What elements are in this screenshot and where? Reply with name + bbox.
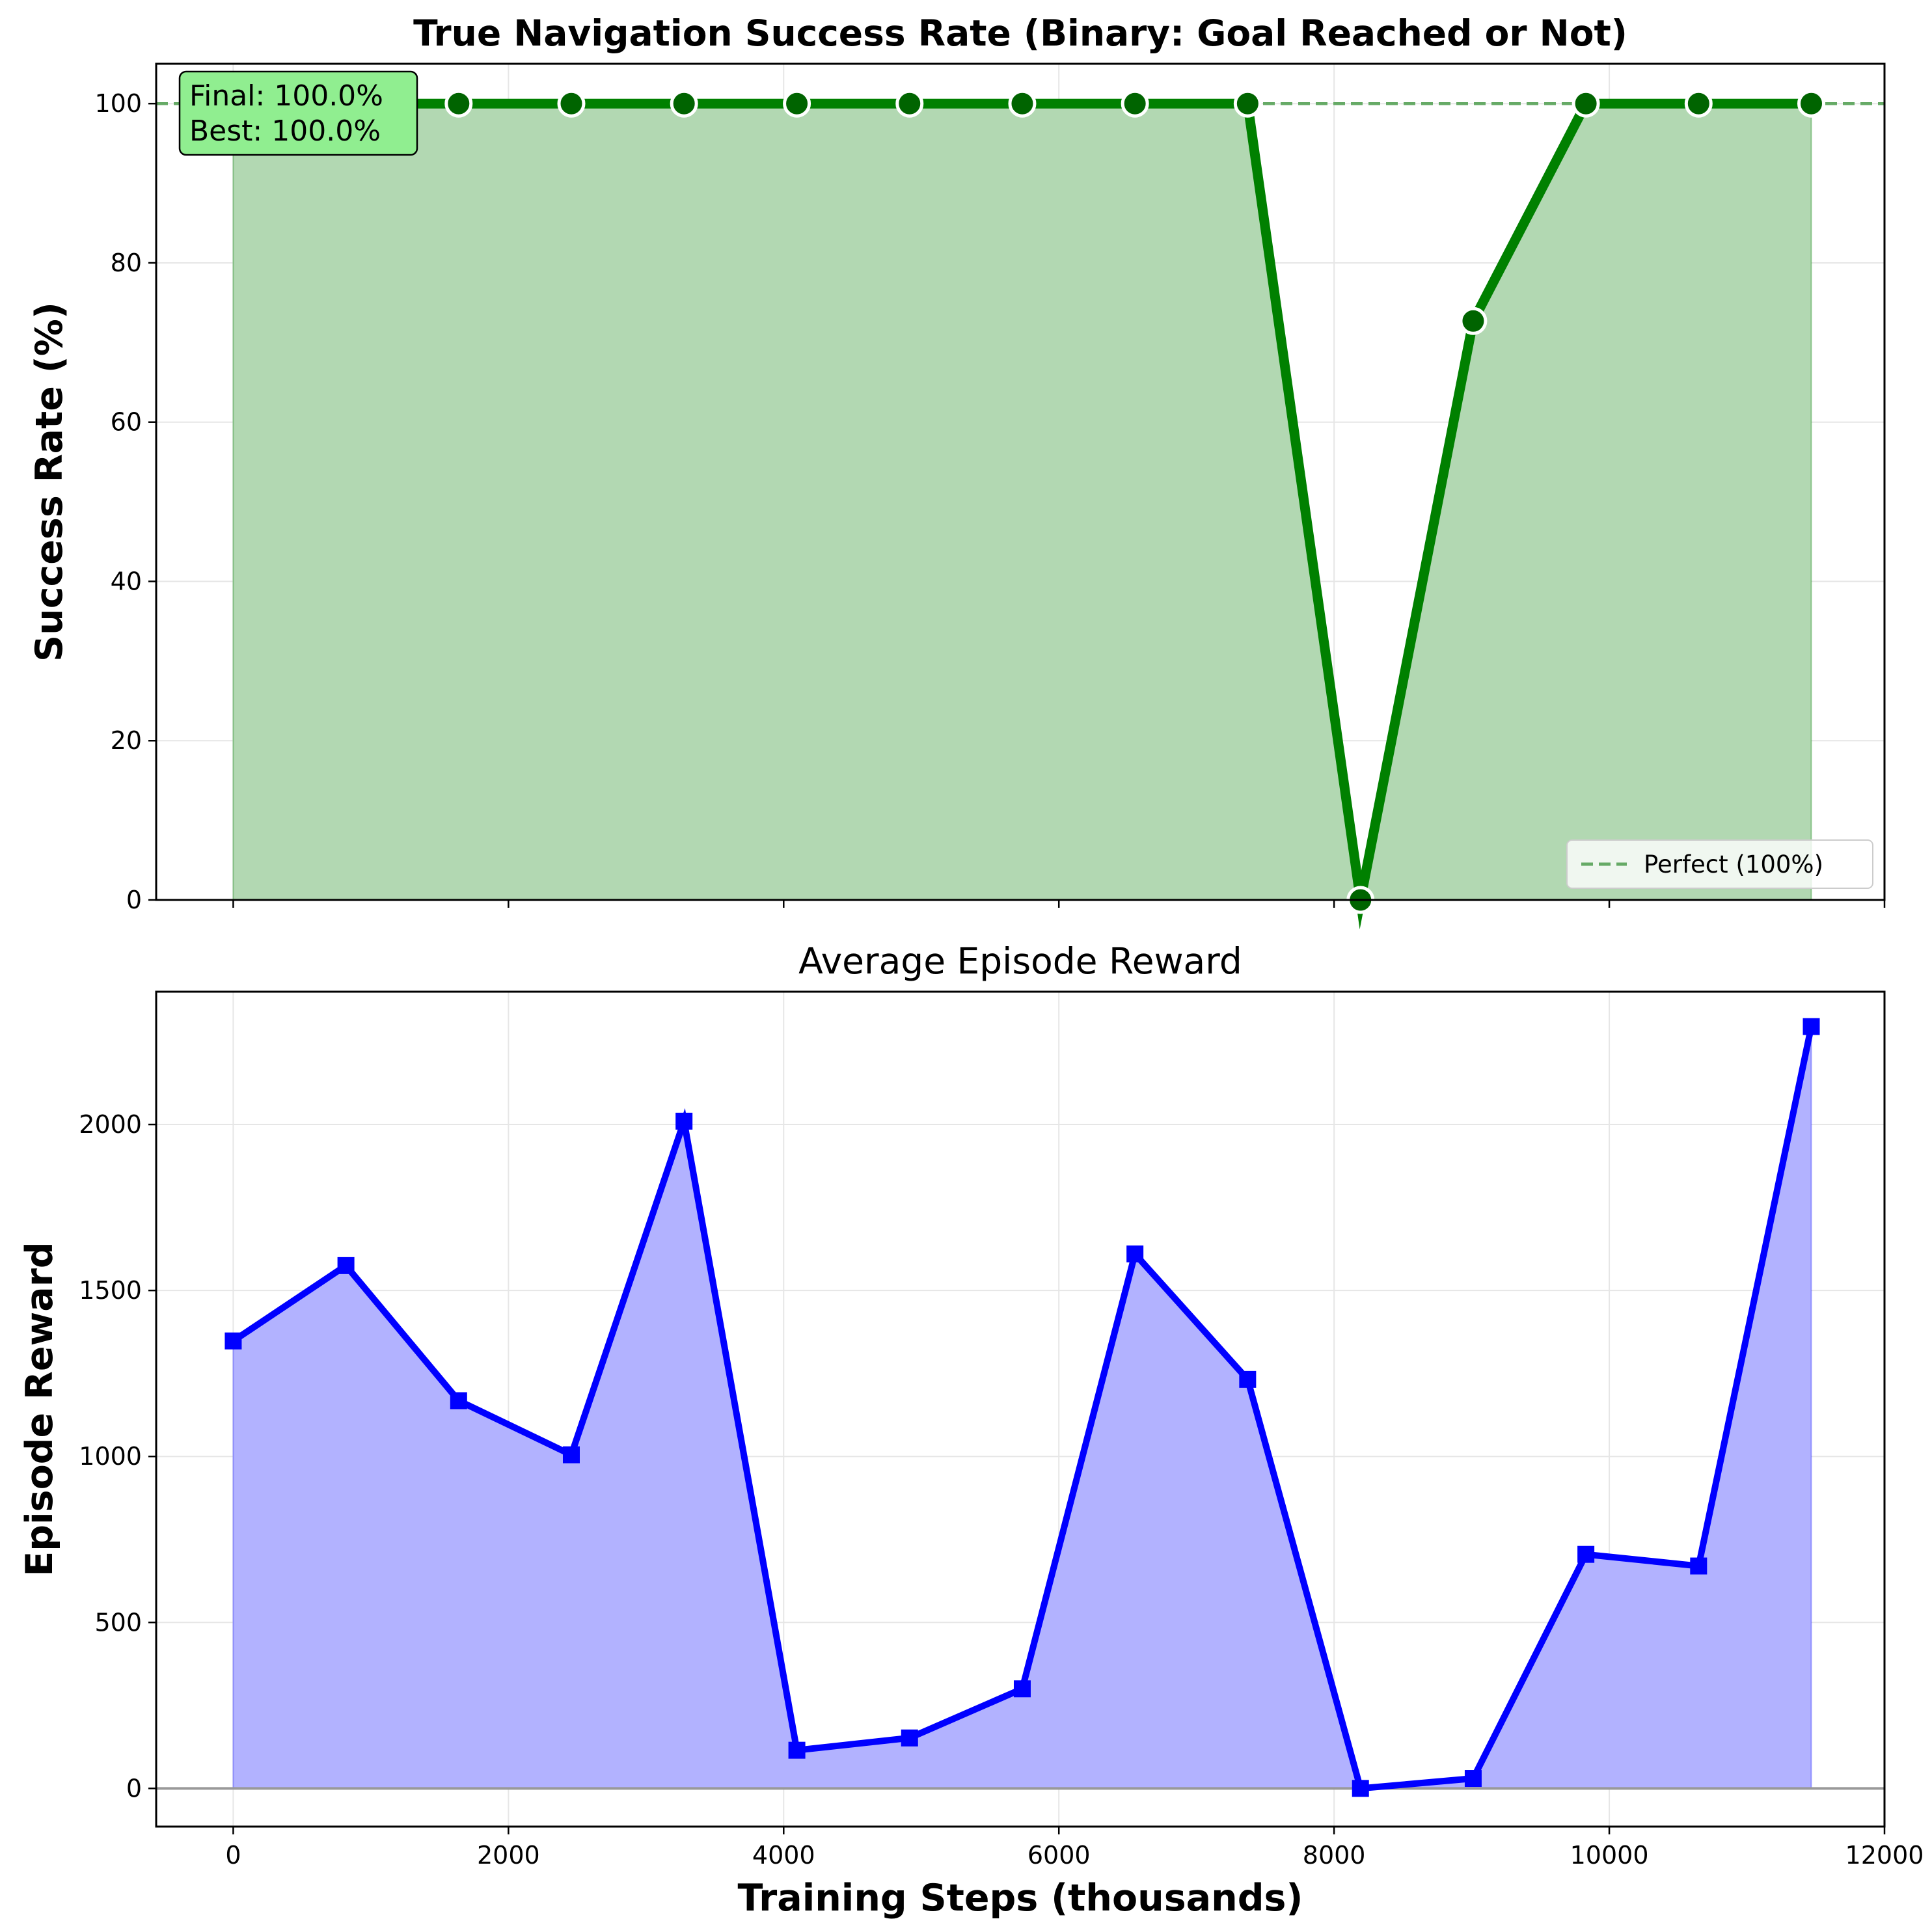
success-rate-point bbox=[1121, 89, 1149, 118]
y-tick-label: 2000 bbox=[79, 1110, 142, 1139]
episode-reward-point bbox=[224, 1332, 242, 1350]
success-rate-area bbox=[232, 103, 1812, 901]
episode-reward-point bbox=[901, 1729, 918, 1747]
episode-reward-point bbox=[1464, 1770, 1482, 1788]
legend-box bbox=[1566, 839, 1873, 889]
episode-reward-point bbox=[1126, 1245, 1144, 1263]
y-tick-label: 500 bbox=[94, 1608, 142, 1637]
annotation-best: Best: 100.0% bbox=[189, 115, 381, 148]
y-tick-label: 1500 bbox=[79, 1276, 142, 1305]
success-rate-frame bbox=[155, 62, 1886, 901]
x-tick-label: 12000 bbox=[1845, 1841, 1924, 1870]
success-rate-point bbox=[783, 89, 811, 118]
y-tick-label: 80 bbox=[111, 249, 142, 277]
y-tick-label: 1000 bbox=[79, 1442, 142, 1471]
x-tick-label: 8000 bbox=[1303, 1841, 1366, 1870]
episode-reward-series bbox=[224, 1018, 1820, 1797]
y-tick-label: 20 bbox=[111, 726, 142, 755]
y-tick-label: 40 bbox=[111, 567, 142, 595]
success-rate-point bbox=[557, 89, 586, 118]
success-rate-y-ticks: 0 20 40 60 80 100 bbox=[94, 89, 156, 914]
annotation-box bbox=[178, 70, 418, 156]
success-rate-point bbox=[670, 89, 698, 118]
episode-reward-point bbox=[1577, 1545, 1595, 1563]
x-tick-label: 2000 bbox=[477, 1841, 540, 1870]
success-rate-point bbox=[1459, 306, 1488, 335]
episode-reward-frame bbox=[155, 990, 1886, 1828]
x-tick-label: 0 bbox=[225, 1841, 241, 1870]
success-rate-fill bbox=[232, 103, 1812, 901]
episode-reward-point bbox=[450, 1392, 467, 1409]
episode-reward-point bbox=[1239, 1370, 1257, 1388]
episode-reward-point bbox=[1352, 1780, 1369, 1797]
success-rate-panel: True Navigation Success Rate (Binary: Go… bbox=[28, 12, 1886, 930]
episode-reward-point bbox=[337, 1257, 355, 1274]
success-rate-point bbox=[1008, 89, 1037, 118]
success-rate-point bbox=[1571, 89, 1600, 118]
y-tick-label: 0 bbox=[126, 886, 142, 914]
y-tick-label: 0 bbox=[126, 1774, 142, 1803]
episode-reward-y-ticks: 0 500 1000 1500 2000 bbox=[79, 1110, 156, 1803]
final-best-annotation: Final: 100.0% Best: 100.0% bbox=[178, 70, 418, 156]
success-rate-point bbox=[444, 89, 473, 118]
success-rate-point bbox=[1797, 89, 1826, 118]
episode-reward-x-ticks: 0 2000 4000 6000 8000 10000 12000 bbox=[225, 1827, 1924, 1870]
success-rate-x-ticks bbox=[232, 900, 1886, 908]
episode-reward-point bbox=[562, 1446, 580, 1463]
episode-reward-title: Average Episode Reward bbox=[798, 940, 1242, 982]
x-tick-label: 4000 bbox=[752, 1841, 815, 1870]
success-rate-point bbox=[1684, 89, 1713, 118]
y-tick-label: 100 bbox=[94, 89, 142, 118]
legend-label-perfect: Perfect (100%) bbox=[1644, 850, 1823, 878]
episode-reward-point bbox=[788, 1741, 806, 1759]
annotation-final: Final: 100.0% bbox=[189, 79, 383, 113]
success-rate-point bbox=[895, 89, 924, 118]
success-rate-y-label: Success Rate (%) bbox=[28, 302, 71, 662]
episode-reward-point bbox=[1803, 1018, 1820, 1035]
episode-reward-x-label: Training Steps (thousands) bbox=[738, 1877, 1303, 1920]
x-tick-label: 10000 bbox=[1570, 1841, 1649, 1870]
episode-reward-y-label: Episode Reward bbox=[18, 1242, 61, 1576]
y-tick-label: 60 bbox=[111, 408, 142, 437]
episode-reward-panel: Average Episode Reward 0500100015002000 … bbox=[18, 940, 1924, 1920]
x-tick-label: 6000 bbox=[1027, 1841, 1091, 1870]
episode-reward-point bbox=[1013, 1680, 1031, 1698]
episode-reward-point bbox=[1690, 1557, 1708, 1575]
episode-reward-point bbox=[675, 1112, 693, 1130]
success-rate-point bbox=[1233, 89, 1262, 118]
success-rate-legend: Perfect (100%) bbox=[1566, 839, 1873, 889]
success-rate-title: True Navigation Success Rate (Binary: Go… bbox=[413, 12, 1627, 54]
